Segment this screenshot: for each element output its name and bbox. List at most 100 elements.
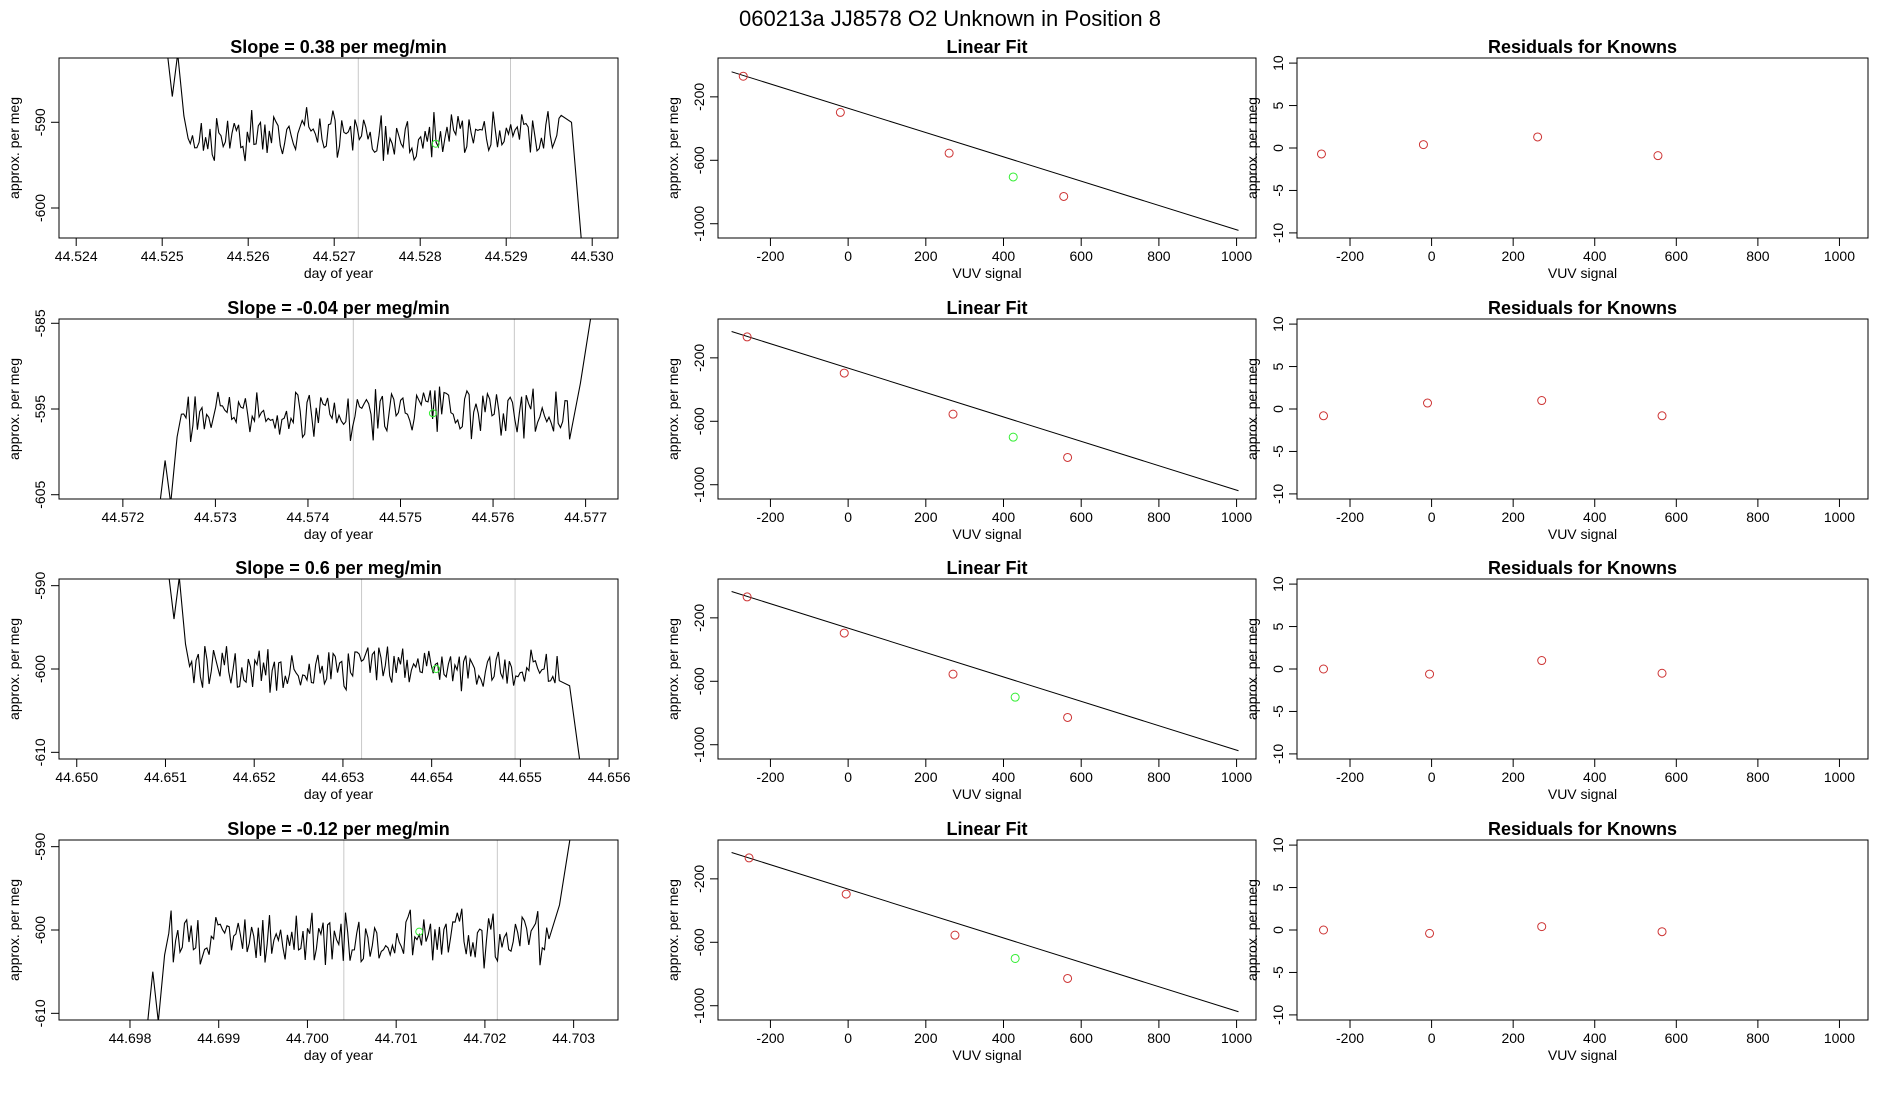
y-tick-label: -600: [691, 667, 707, 695]
x-tick-label: 800: [1147, 248, 1171, 264]
x-tick-label: 44.527: [313, 248, 356, 264]
y-tick-label: -5: [1270, 445, 1286, 458]
x-axis-label: VUV signal: [1548, 1047, 1617, 1063]
x-tick-label: 44.573: [194, 509, 237, 525]
plot-frame: [58, 839, 619, 1021]
y-tick-label: -5: [1270, 705, 1286, 718]
x-tick-label: 44.572: [101, 509, 144, 525]
x-tick-label: -200: [756, 509, 784, 525]
known-point-marker: [944, 148, 954, 158]
plot-frame: [58, 57, 619, 239]
y-tick-label: 10: [1270, 55, 1286, 71]
y-axis-label: approx. per meg: [665, 618, 681, 720]
plot-frame: [717, 839, 1257, 1021]
x-tick-label: 44.575: [379, 509, 422, 525]
x-tick-label: 44.701: [375, 1030, 418, 1046]
x-tick-label: 200: [1501, 248, 1525, 264]
y-tick-label: -600: [32, 916, 48, 944]
y-tick-label: 5: [1270, 622, 1286, 630]
plot-area: [167, 58, 582, 238]
known-point-marker: [1059, 191, 1069, 201]
residual-point-marker: [1418, 140, 1428, 150]
y-tick-label: -590: [32, 108, 48, 136]
x-tick-label: 800: [1746, 1030, 1770, 1046]
x-tick-label: 0: [1428, 248, 1436, 264]
x-tick-label: 44.653: [322, 769, 365, 785]
known-point-marker: [835, 107, 845, 117]
y-tick-label: 0: [1270, 405, 1286, 413]
residual-point-marker: [1653, 151, 1663, 161]
residual-point-marker: [1319, 664, 1329, 674]
y-tick-label: -610: [32, 738, 48, 766]
y-tick-label: 10: [1270, 316, 1286, 332]
fit-panel-row-1: Linear Fit -200 0 200 400 600 800 1000 -200 -600 -…: [665, 37, 1257, 281]
panel-title: Residuals for Knowns: [1488, 37, 1677, 57]
y-tick-label: -600: [691, 928, 707, 956]
x-tick-label: 44.656: [588, 769, 631, 785]
known-point-marker: [950, 930, 960, 940]
known-point-marker: [1063, 712, 1073, 722]
x-axis-label: day of year: [304, 265, 374, 281]
x-tick-label: 44.576: [472, 509, 515, 525]
y-tick-label: 0: [1270, 926, 1286, 934]
y-tick-label: -200: [691, 865, 707, 893]
fit-line: [731, 852, 1239, 1013]
known-point-marker: [948, 669, 958, 679]
plot-area: [168, 579, 581, 759]
known-point-marker: [742, 332, 752, 342]
x-axis-label: day of year: [304, 526, 374, 542]
x-tick-label: 44.655: [499, 769, 542, 785]
unknown-point-marker: [428, 409, 437, 418]
x-tick-label: 400: [992, 248, 1016, 264]
panel-title: Slope = -0.12 per meg/min: [227, 819, 450, 839]
y-tick-label: -1000: [691, 727, 707, 763]
x-tick-label: 1000: [1824, 1030, 1855, 1046]
x-tick-label: 200: [914, 248, 938, 264]
plot-frame: [1296, 839, 1869, 1021]
x-tick-label: 600: [1665, 769, 1689, 785]
x-tick-label: 800: [1746, 509, 1770, 525]
x-tick-label: 0: [844, 769, 852, 785]
y-axis-label: approx. per meg: [6, 618, 22, 720]
y-tick-label: -200: [691, 83, 707, 111]
x-tick-label: 44.652: [233, 769, 276, 785]
trace-line: [159, 319, 592, 499]
y-axis-label: approx. per meg: [665, 879, 681, 981]
x-tick-label: 44.530: [571, 248, 614, 264]
residual-point-marker: [1537, 922, 1547, 932]
y-tick-label: 5: [1270, 883, 1286, 891]
timeseries-panel-row-4: Slope = -0.12 per meg/min 44.698 44.699 44.…: [6, 819, 619, 1063]
x-axis-label: VUV signal: [1548, 786, 1617, 802]
y-tick-label: -10: [1270, 1005, 1286, 1025]
x-tick-label: 200: [1501, 1030, 1525, 1046]
fit-line: [731, 71, 1239, 231]
x-axis-label: VUV signal: [1548, 265, 1617, 281]
unknown-point-marker: [432, 665, 441, 673]
x-tick-label: 1000: [1824, 769, 1855, 785]
x-tick-label: 44.574: [287, 509, 330, 525]
plot-area: [147, 840, 571, 1020]
x-tick-label: 200: [1501, 509, 1525, 525]
x-tick-label: 1000: [1221, 509, 1252, 525]
x-tick-label: -200: [756, 248, 784, 264]
y-tick-label: -590: [32, 832, 48, 860]
x-tick-label: 44.524: [55, 248, 98, 264]
fit-line: [731, 591, 1239, 752]
residual-point-marker: [1316, 149, 1326, 159]
residual-point-marker: [1657, 927, 1667, 937]
x-tick-label: 400: [992, 1030, 1016, 1046]
y-tick-label: -605: [32, 480, 48, 508]
x-tick-label: 200: [914, 1030, 938, 1046]
x-tick-label: 44.528: [399, 248, 442, 264]
plot-frame: [1296, 318, 1869, 500]
x-tick-label: 600: [1070, 769, 1094, 785]
x-tick-label: 0: [1428, 769, 1436, 785]
x-tick-label: 400: [1583, 1030, 1607, 1046]
x-tick-label: -200: [756, 1030, 784, 1046]
x-tick-label: 44.654: [410, 769, 453, 785]
timeseries-panel-row-1: Slope = 0.38 per meg/min 44.524 44.525 44.5…: [6, 37, 619, 281]
known-point-marker: [1063, 452, 1073, 462]
y-tick-label: -1000: [691, 988, 707, 1024]
x-axis-label: VUV signal: [1548, 526, 1617, 542]
